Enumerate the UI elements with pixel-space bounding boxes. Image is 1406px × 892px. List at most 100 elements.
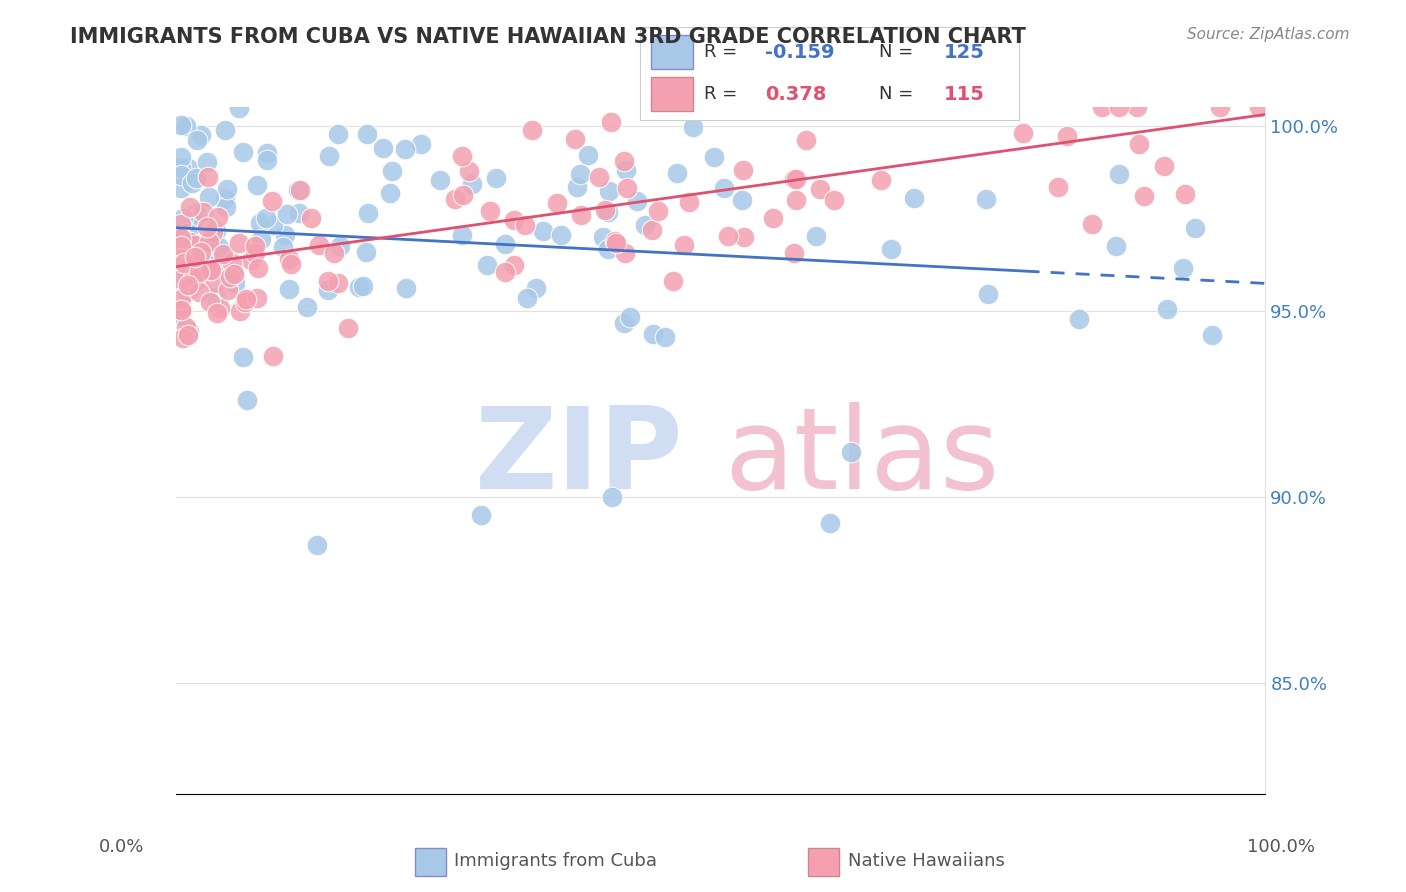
Point [246,178,269,193]
Point [381,163,404,178]
Point [316,283,339,297]
Point [576,81,599,95]
Point [174,120,197,134]
Point [1126,100,1149,114]
Point [614,163,637,178]
Text: 125: 125 [943,43,984,62]
Point [276,207,298,221]
Point [762,211,785,225]
Point [170,233,193,247]
Point [546,195,568,210]
Point [170,272,193,286]
Point [378,186,401,201]
Point [1091,100,1114,114]
Point [262,349,284,363]
Point [619,310,641,325]
Point [614,246,637,260]
Point [228,235,250,250]
Point [219,269,242,284]
Point [177,324,200,338]
Point [1108,100,1130,114]
Point [208,239,231,253]
Text: 0.378: 0.378 [765,85,827,103]
Point [176,226,198,240]
Point [262,218,284,232]
Point [179,279,201,293]
Point [215,268,238,282]
Text: R =: R = [704,86,749,103]
Point [181,271,204,285]
Point [217,182,239,196]
Point [605,234,627,248]
Point [1249,100,1271,114]
Text: IMMIGRANTS FROM CUBA VS NATIVE HAWAIIAN 3RD GRADE CORRELATION CHART: IMMIGRANTS FROM CUBA VS NATIVE HAWAIIAN … [70,27,1026,46]
Point [233,294,256,309]
Point [214,191,236,205]
Point [475,258,498,272]
Point [470,508,492,523]
Point [394,142,416,156]
Point [494,264,516,278]
Point [170,303,193,318]
Point [215,200,238,214]
Point [271,240,294,254]
Point [184,250,207,264]
Text: 0.0%: 0.0% [98,838,143,855]
Bar [808,848,839,876]
Point [568,167,591,181]
Point [576,147,599,161]
Point [654,330,676,344]
Point [329,239,352,253]
Point [208,301,231,316]
Point [352,279,374,293]
Point [666,166,689,180]
Point [177,161,200,175]
Point [207,210,229,224]
Point [731,163,754,178]
Point [181,177,204,191]
Point [841,445,863,459]
Point [524,281,547,295]
Point [1047,179,1070,194]
Point [176,319,198,334]
Point [307,538,329,552]
Point [183,257,205,271]
Point [616,181,638,195]
Point [190,245,212,260]
Point [977,287,1000,301]
Point [197,235,219,249]
Point [288,183,311,197]
Point [249,216,271,230]
Point [1128,137,1150,152]
Point [287,182,309,196]
Point [1174,186,1197,201]
Point [349,279,371,293]
Point [598,205,620,219]
Point [647,204,669,219]
Point [187,285,209,299]
Point [503,213,526,227]
Text: ZIP: ZIP [475,401,683,513]
Point [200,294,222,309]
Point [197,219,219,234]
Point [598,185,620,199]
Point [295,300,318,314]
Point [224,267,246,281]
Point [409,137,432,152]
Point [177,328,200,343]
Point [785,172,807,186]
Point [458,164,481,178]
Point [1173,261,1195,276]
Point [228,101,250,115]
Point [1081,217,1104,231]
Point [170,252,193,266]
Point [190,241,212,255]
Point [176,284,198,298]
Point [316,274,339,288]
Point [503,258,526,272]
Point [356,128,378,142]
Point [170,218,193,232]
Point [531,224,554,238]
Text: 115: 115 [943,85,984,103]
Point [1184,221,1206,235]
